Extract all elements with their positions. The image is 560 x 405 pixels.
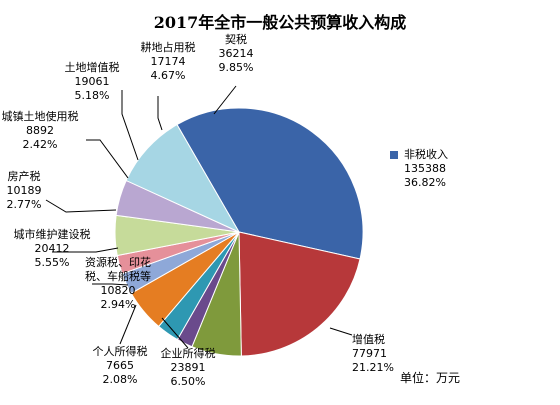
data-label-城市维护建设税: 城市维护建设税 20412 5.55%	[14, 227, 91, 269]
leader-line-城镇土地使用税	[86, 139, 129, 179]
leader-line-房产税	[45, 199, 117, 213]
leader-line-耕地占用税	[157, 96, 163, 131]
leader-line-个人所得税	[119, 304, 137, 345]
data-label-耕地占用税: 耕地占用税 17174 4.67%	[141, 40, 196, 82]
chart-title: 2017年全市一般公共预算收入构成	[154, 13, 407, 32]
legend-swatch-非税收入	[390, 151, 398, 159]
pie-slice-契税	[125, 123, 241, 234]
data-label-增值税: 增值税 77971 21.21%	[352, 332, 394, 374]
pie-slice-非税收入	[176, 107, 364, 260]
data-label-房产税: 房产税 10189 2.77%	[7, 169, 42, 211]
data-label-契税: 契税 36214 9.85%	[219, 32, 254, 74]
leader-line-企业所得税	[161, 317, 189, 349]
leader-line-契税	[213, 85, 237, 115]
data-label-企业所得税: 企业所得税 23891 6.50%	[161, 346, 216, 388]
labels-group: 非税收入 135388 36.82% 增值税 77971 21.21% 企业所得税 23891…	[2, 32, 449, 388]
data-label-土地增值税: 土地增值税 19061 5.18%	[65, 60, 120, 102]
leader-line-城市维护建设税	[52, 247, 119, 253]
leader-line-增值税	[329, 327, 353, 336]
data-label-非税收入: 非税收入 135388 36.82%	[404, 147, 448, 189]
data-label-个人所得税: 个人所得税 7665 2.08%	[93, 344, 148, 386]
data-label-资源税、印花税、车船税等: 资源税、印花税、车船税等 10820 2.94%	[85, 255, 151, 311]
leader-lines-group	[45, 85, 353, 349]
data-label-城镇土地使用税: 城镇土地使用税 8892 2.42%	[2, 109, 79, 151]
slices-group	[114, 107, 364, 357]
pie-slice-增值税	[238, 231, 361, 357]
leader-line-资源税、印花税、车船税等	[92, 283, 129, 286]
unit-note: 单位：万元	[400, 370, 460, 385]
leader-line-土地增值税	[121, 90, 139, 161]
